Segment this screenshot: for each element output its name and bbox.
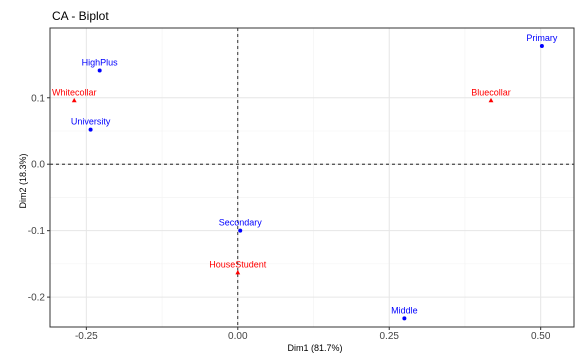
- row-point-label: Middle: [391, 305, 418, 315]
- row-point-marker: [97, 68, 102, 73]
- y-axis-title: Dim2 (18.3%): [18, 153, 28, 208]
- y-tick-label: -0.2: [28, 293, 46, 304]
- row-point-marker: [238, 228, 243, 233]
- chart-title: CA - Biplot: [52, 9, 109, 23]
- plot-area: -0.25 0.00 0.25 0.50 -0.2 -0.1 0.0 0.1 Primary Hi…: [28, 27, 575, 342]
- column-point-label: HouseStudent: [209, 260, 267, 270]
- column-point-label: Whitecollar: [52, 87, 97, 97]
- row-point-marker: [402, 316, 407, 321]
- row-point-label: HighPlus: [82, 58, 119, 68]
- panel-border: [49, 27, 575, 328]
- y-tick-label: 0.1: [31, 93, 45, 104]
- row-point-label: Primary: [526, 33, 557, 43]
- y-tick-label: 0.0: [31, 160, 45, 171]
- column-point-marker: [235, 269, 241, 275]
- row-point-marker: [539, 43, 544, 48]
- column-point-marker: [488, 97, 494, 103]
- x-tick-label: -0.25: [75, 331, 98, 342]
- column-point-marker: [71, 97, 77, 103]
- row-point-label: Secondary: [219, 218, 263, 228]
- column-point-label: Bluecollar: [471, 87, 511, 97]
- y-tick-label: -0.1: [28, 226, 46, 237]
- x-tick-label: 0.50: [531, 331, 551, 342]
- x-tick-label: 0.00: [228, 331, 248, 342]
- x-tick-label: 0.25: [380, 331, 400, 342]
- row-point-marker: [88, 127, 93, 132]
- x-axis-title: Dim1 (81.7%): [287, 343, 342, 353]
- row-point-label: University: [71, 117, 111, 127]
